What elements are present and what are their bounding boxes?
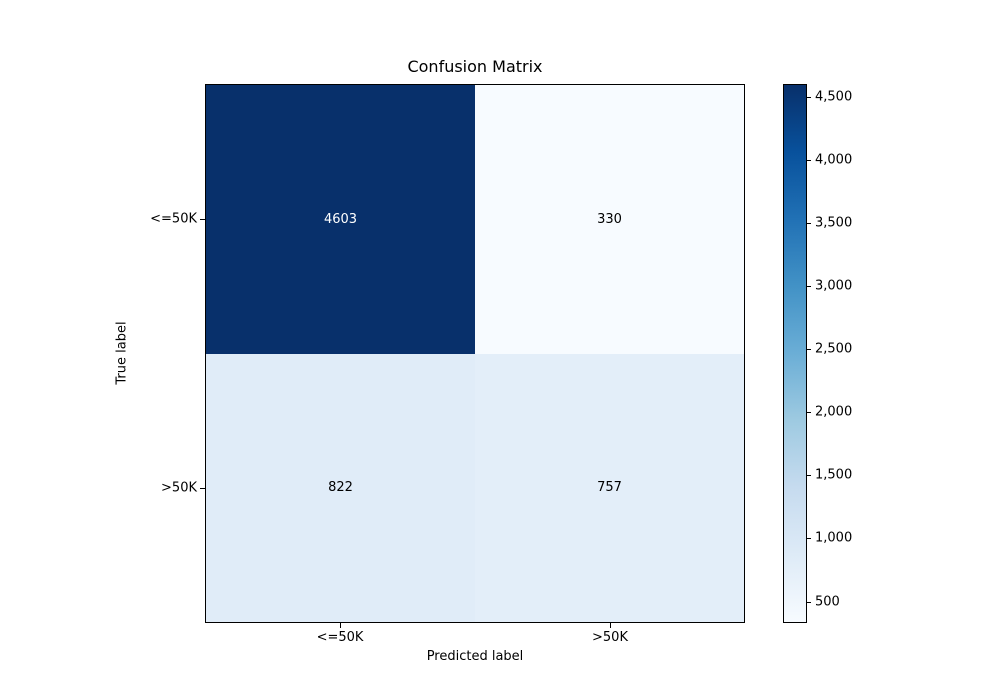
y-tick-label: >50K bbox=[161, 480, 197, 496]
matrix-cell: 822 bbox=[206, 353, 475, 622]
colorbar-tick-label: 4,000 bbox=[815, 152, 853, 168]
colorbar-tick-label: 4,500 bbox=[815, 89, 853, 105]
colorbar-tick-label: 3,000 bbox=[815, 278, 853, 294]
colorbar-tick-label: 2,500 bbox=[815, 341, 853, 357]
plot-area: 4603 330 822 757 bbox=[205, 84, 745, 623]
x-axis-label: Predicted label bbox=[426, 649, 524, 664]
x-tick-mark bbox=[610, 623, 611, 628]
matrix-cell: 4603 bbox=[206, 85, 475, 354]
colorbar-tick-label: 2,000 bbox=[815, 404, 853, 420]
y-tick-mark bbox=[200, 488, 205, 490]
colorbar-tick-mark bbox=[807, 412, 811, 414]
colorbar-tick-mark bbox=[807, 160, 811, 162]
colorbar-tick-label: 3,500 bbox=[815, 215, 853, 231]
cell-value: 822 bbox=[328, 480, 353, 496]
colorbar-tick-mark bbox=[807, 286, 811, 288]
colorbar-tick-mark bbox=[807, 96, 811, 98]
x-tick-label: <=50K bbox=[316, 630, 364, 645]
colorbar-tick-mark bbox=[807, 475, 811, 477]
colorbar-tick-mark bbox=[807, 223, 811, 225]
cell-value: 757 bbox=[597, 480, 622, 496]
y-axis-label: True label bbox=[114, 321, 130, 385]
matrix-grid: 4603 330 822 757 bbox=[206, 85, 744, 622]
colorbar-tick-mark bbox=[807, 538, 811, 540]
colorbar-tick-mark bbox=[807, 349, 811, 351]
colorbar-tick-label: 1,000 bbox=[815, 530, 853, 546]
x-tick-label: >50K bbox=[592, 630, 628, 645]
cell-value: 330 bbox=[597, 211, 622, 227]
matrix-cell: 330 bbox=[475, 85, 744, 354]
matrix-cell: 757 bbox=[475, 353, 744, 622]
x-tick-mark bbox=[340, 623, 341, 628]
colorbar bbox=[783, 84, 807, 623]
chart-title: Confusion Matrix bbox=[407, 57, 543, 76]
colorbar-tick-label: 500 bbox=[815, 594, 840, 610]
colorbar-tick-mark bbox=[807, 601, 811, 603]
y-tick-label: <=50K bbox=[150, 211, 197, 227]
cell-value: 4603 bbox=[323, 211, 358, 227]
colorbar-tick-label: 1,500 bbox=[815, 467, 853, 483]
y-tick-mark bbox=[200, 218, 205, 220]
